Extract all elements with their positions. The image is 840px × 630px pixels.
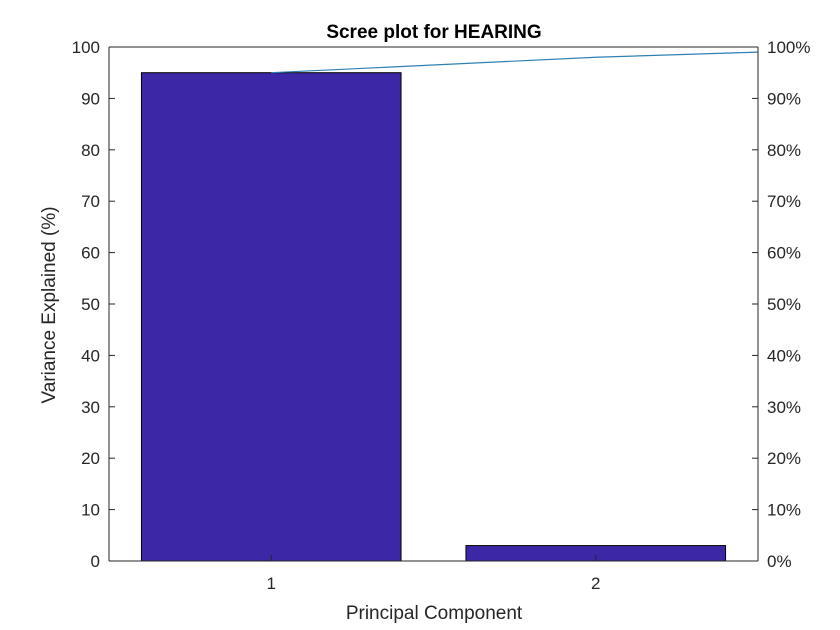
y2-tick-label: 30% bbox=[767, 398, 801, 417]
cumulative-variance-line bbox=[271, 51, 759, 74]
y2-tick-label: 90% bbox=[767, 89, 801, 108]
y2-tick-label: 80% bbox=[767, 141, 801, 160]
y-tick-label: 60 bbox=[81, 244, 100, 263]
cumulative-line-layer bbox=[271, 51, 759, 74]
x-axis-label: Principal Component bbox=[346, 603, 523, 624]
y-axis-label: Variance Explained (%) bbox=[39, 206, 60, 403]
y2-tick-label: 100% bbox=[767, 38, 810, 57]
y-tick-label: 40 bbox=[81, 346, 100, 365]
y-tick-label: 90 bbox=[81, 89, 100, 108]
chart-title: Scree plot for HEARING bbox=[326, 22, 541, 43]
y2-tick-label: 10% bbox=[767, 501, 801, 520]
y-tick-label: 50 bbox=[81, 295, 100, 314]
y-tick-label: 100 bbox=[72, 38, 100, 57]
y-tick-label: 30 bbox=[81, 398, 100, 417]
x-tick-label: 2 bbox=[591, 574, 600, 593]
y2-tick-label: 20% bbox=[767, 449, 801, 468]
bars-layer bbox=[140, 72, 727, 562]
y2-tick-label: 50% bbox=[767, 295, 801, 314]
y-tick-label: 0 bbox=[91, 552, 100, 571]
y-tick-label: 70 bbox=[81, 192, 100, 211]
x-tick-label: 1 bbox=[267, 574, 276, 593]
y-tick-label: 80 bbox=[81, 141, 100, 160]
y-tick-label: 20 bbox=[81, 449, 100, 468]
y2-tick-label: 40% bbox=[767, 346, 801, 365]
y2-tick-label: 60% bbox=[767, 244, 801, 263]
y2-tick-label: 70% bbox=[767, 192, 801, 211]
axes-layer: 0 10 20 30 40 50 60 70 80 90 100 0% 10% 20% 30% 40% 50% 6… bbox=[72, 38, 811, 593]
y-tick-label: 10 bbox=[81, 501, 100, 520]
bar-1 bbox=[140, 72, 402, 562]
y2-tick-label: 0% bbox=[767, 552, 792, 571]
